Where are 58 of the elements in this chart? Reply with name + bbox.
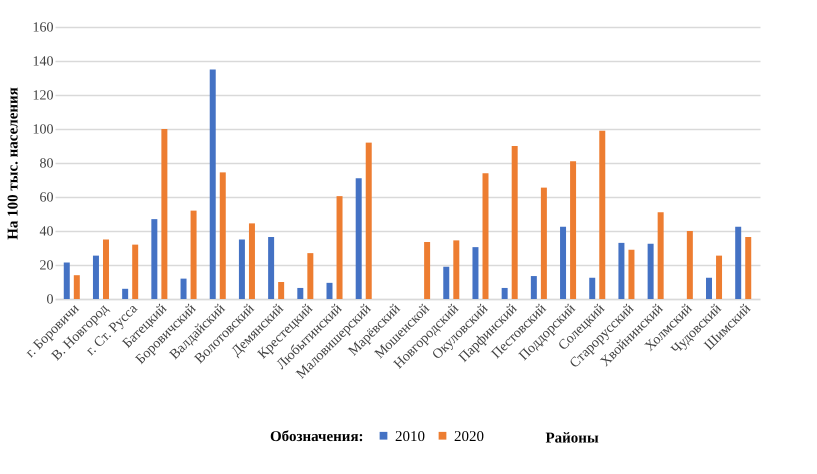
bar (220, 172, 226, 299)
bar (356, 178, 362, 299)
bar (658, 212, 664, 299)
bar (64, 262, 70, 299)
bar (122, 288, 128, 299)
bar (443, 266, 450, 299)
bar (482, 173, 488, 299)
bar (102, 240, 109, 299)
bar (502, 288, 508, 299)
y-tick-label: 120 (32, 88, 54, 104)
bar (336, 196, 343, 299)
bar (307, 253, 314, 299)
legend-title: Обозначения: (270, 429, 364, 445)
y-axis-title: На 100 тыс. населения (6, 87, 22, 240)
bar (366, 142, 372, 299)
y-tick-label: 160 (32, 20, 54, 36)
bar (151, 219, 158, 299)
bar (618, 242, 624, 299)
bar (278, 282, 284, 299)
x-axis-title: Районы (546, 430, 599, 446)
bar (599, 130, 606, 299)
bar (512, 146, 518, 299)
legend-label: 2010 (395, 428, 425, 445)
bar (628, 250, 634, 299)
bar (716, 256, 722, 299)
y-tick-label: 140 (32, 54, 54, 70)
bar (190, 210, 197, 299)
bar (210, 70, 216, 299)
bar (648, 244, 654, 299)
bar (540, 188, 547, 299)
bar (268, 236, 274, 299)
y-tick-label: 60 (40, 190, 54, 206)
bar (560, 226, 566, 299)
bar (161, 129, 168, 299)
bar (735, 226, 742, 299)
bar (326, 282, 332, 299)
bar (132, 244, 138, 299)
bar (453, 240, 460, 299)
bar (706, 278, 712, 299)
y-tick-label: 40 (40, 224, 54, 240)
bar (74, 275, 80, 299)
bar (530, 276, 537, 299)
bar (570, 161, 576, 299)
bar (472, 247, 478, 299)
bar (248, 223, 255, 299)
legend-label: 2020 (454, 428, 484, 445)
bar (686, 231, 693, 299)
bar (180, 278, 187, 299)
bar (92, 256, 99, 299)
y-tick-label: 20 (40, 258, 54, 274)
y-tick-label: 0 (46, 292, 54, 308)
bar (424, 242, 430, 299)
bar (589, 278, 596, 299)
bar (297, 288, 304, 299)
y-tick-label: 80 (40, 156, 54, 172)
bar (238, 240, 245, 299)
y-tick-label: 100 (32, 122, 54, 138)
bar (745, 236, 752, 299)
